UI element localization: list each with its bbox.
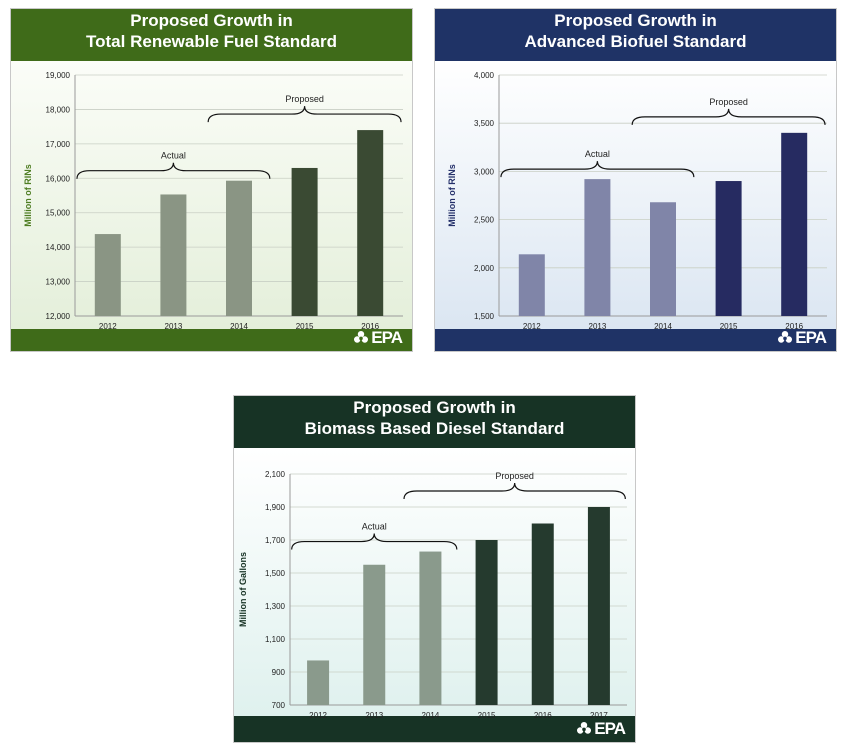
y-tick-label: 13,000 <box>46 278 71 287</box>
annotation-brace <box>207 106 402 123</box>
y-tick-label: 1,700 <box>265 536 286 545</box>
bar-2015 <box>291 167 318 316</box>
bar-2017 <box>587 507 610 705</box>
x-tick-label: 2015 <box>478 711 496 720</box>
epa-logo: EPA <box>576 719 626 739</box>
y-tick-label: 1,500 <box>265 569 286 578</box>
bar-2015 <box>475 540 498 705</box>
y-axis-label: Million of Gallons <box>238 552 248 627</box>
x-tick-label: 2016 <box>361 322 379 331</box>
x-tick-label: 2014 <box>654 322 672 331</box>
x-tick-label: 2014 <box>422 711 440 720</box>
chart-panel-total-renewable: Proposed Growth in Total Renewable Fuel … <box>10 8 413 352</box>
x-tick-label: 2012 <box>523 322 541 331</box>
chart-title: Proposed Growth in Total Renewable Fuel … <box>11 9 412 63</box>
annotation-brace <box>631 108 826 125</box>
annotation-brace <box>403 482 626 500</box>
chart-title-line-1: Proposed Growth in <box>353 398 516 417</box>
chart-title-line-2: Biomass Based Diesel Standard <box>304 418 565 438</box>
epa-logo: EPA <box>353 328 403 348</box>
annotation-label: Actual <box>161 151 186 161</box>
x-tick-label: 2015 <box>720 322 738 331</box>
bar-2014 <box>226 180 252 316</box>
y-tick-label: 14,000 <box>46 243 71 252</box>
bar-2015 <box>715 181 742 316</box>
bar-2012 <box>518 254 545 316</box>
y-tick-label: 2,000 <box>474 264 495 273</box>
x-tick-label: 2013 <box>165 322 183 331</box>
x-tick-label: 2013 <box>365 711 383 720</box>
x-tick-label: 2012 <box>99 322 117 331</box>
bar-2016 <box>357 130 384 316</box>
bar-chart-advanced-biofuel: 1,500 2,000 2,500 3,000 3,500 4,000 Million of… <box>447 71 827 331</box>
y-tick-label: 4,000 <box>474 71 495 80</box>
bar-2014 <box>419 551 442 705</box>
epa-flower-icon <box>577 722 592 734</box>
bar-2014 <box>650 202 676 316</box>
annotation-label: Proposed <box>709 97 748 107</box>
x-tick-label: 2017 <box>590 711 608 720</box>
bar-chart-total-renewable: 12,000 13,000 14,000 15,000 16,000 17,000 18,0… <box>23 71 403 331</box>
x-tick-label: 2016 <box>785 322 803 331</box>
y-tick-label: 2,100 <box>265 470 286 479</box>
y-tick-label: 2,500 <box>474 216 495 225</box>
y-tick-label: 12,000 <box>46 312 71 321</box>
x-tick-label: 2013 <box>589 322 607 331</box>
annotation-brace <box>500 161 695 178</box>
y-tick-label: 1,900 <box>265 503 286 512</box>
epa-logo-text: EPA <box>594 719 626 738</box>
y-tick-label: 17,000 <box>46 140 71 149</box>
plot-background <box>435 61 836 329</box>
annotation-label: Actual <box>362 522 387 532</box>
epa-logo: EPA <box>777 328 827 348</box>
y-axis-label: Million of RINs <box>447 164 457 227</box>
x-tick-label: 2016 <box>534 711 552 720</box>
annotation-label: Proposed <box>285 94 324 104</box>
epa-logo-text: EPA <box>795 328 827 347</box>
chart-footer: EPA <box>11 328 412 351</box>
y-tick-label: 18,000 <box>46 105 71 114</box>
chart-title: Proposed Growth in Advanced Biofuel Stan… <box>435 9 836 63</box>
x-tick-label: 2012 <box>309 711 327 720</box>
y-tick-label: 3,500 <box>474 119 495 128</box>
epa-flower-icon <box>354 331 369 343</box>
y-tick-label: 19,000 <box>46 71 71 80</box>
chart-footer: EPA <box>435 328 836 351</box>
chart-panel-biomass-diesel: Proposed Growth in Biomass Based Diesel … <box>233 395 636 743</box>
y-tick-label: 1,300 <box>265 602 286 611</box>
y-tick-label: 700 <box>272 701 286 710</box>
annotation-label: Actual <box>585 149 610 159</box>
plot-background <box>11 61 412 329</box>
bar-2013 <box>584 179 611 316</box>
x-tick-label: 2015 <box>296 322 314 331</box>
y-tick-label: 16,000 <box>46 174 71 183</box>
bar-2012 <box>307 660 330 705</box>
y-tick-label: 15,000 <box>46 209 71 218</box>
annotation-brace <box>76 162 271 179</box>
y-tick-label: 3,000 <box>474 167 495 176</box>
epa-flower-icon <box>778 331 793 343</box>
bar-2012 <box>94 234 121 316</box>
chart-title-line-1: Proposed Growth in <box>130 11 293 30</box>
bar-2013 <box>363 564 386 705</box>
y-tick-label: 900 <box>272 668 286 677</box>
chart-footer: EPA <box>234 716 635 742</box>
y-tick-label: 1,100 <box>265 635 286 644</box>
chart-title-line-2: Total Renewable Fuel Standard <box>86 31 337 51</box>
bar-chart-biomass-diesel: 700 900 1,100 1,300 1,500 1,700 1,900 2,100 Mill… <box>238 470 627 720</box>
chart-title-line-1: Proposed Growth in <box>554 11 717 30</box>
chart-title: Proposed Growth in Biomass Based Diesel … <box>234 396 635 450</box>
bar-2016 <box>781 132 808 316</box>
annotation-label: Proposed <box>495 471 534 481</box>
y-axis-label: Million of RINs <box>23 164 33 227</box>
epa-logo-text: EPA <box>371 328 403 347</box>
bar-2013 <box>160 194 187 316</box>
annotation-brace <box>291 533 458 550</box>
y-tick-label: 1,500 <box>474 312 495 321</box>
x-tick-label: 2014 <box>230 322 248 331</box>
chart-title-line-2: Advanced Biofuel Standard <box>524 31 747 51</box>
chart-panel-advanced-biofuel: Proposed Growth in Advanced Biofuel Stan… <box>434 8 837 352</box>
bar-2016 <box>531 523 554 705</box>
